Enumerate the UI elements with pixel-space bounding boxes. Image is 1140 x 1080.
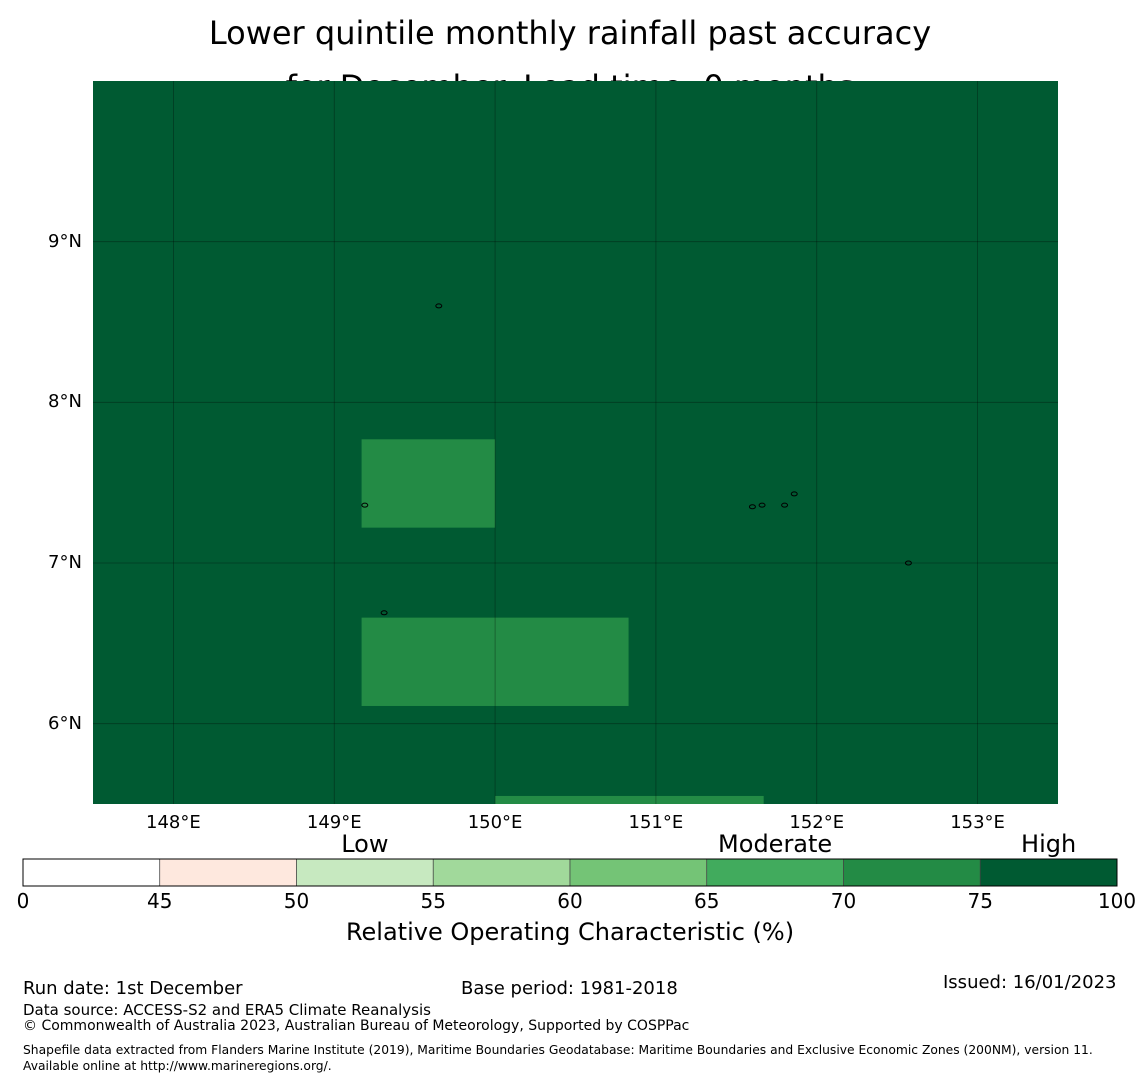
island-outline	[904, 560, 912, 566]
accuracy-cell	[361, 617, 496, 706]
map-plot-area	[93, 81, 1058, 804]
colorbar-tick-label: 65	[694, 889, 720, 913]
island-outline	[781, 502, 789, 508]
lon-tick-label: 148°E	[146, 812, 201, 833]
accuracy-cell	[361, 439, 496, 528]
lon-tick-label: 153°E	[950, 812, 1005, 833]
colorbar-bin	[296, 858, 434, 887]
colorbar-tick-label: 60	[557, 889, 583, 913]
lat-tick-label: 7°N	[48, 552, 82, 573]
colorbar-tick-label: 50	[283, 889, 310, 913]
island-outline	[748, 504, 756, 510]
lon-tick-label: 152°E	[789, 812, 845, 833]
colorbar-bin	[22, 858, 161, 887]
colorbar-tick-label: 55	[420, 889, 446, 913]
colorbar	[22, 858, 1118, 887]
colorbar-tick-label: 75	[967, 889, 993, 913]
colorbar-bin	[979, 858, 1118, 887]
shapefile-credit: Shapefile data extracted from Flanders M…	[23, 1043, 1093, 1073]
lon-tick-label: 151°E	[628, 812, 684, 833]
colorbar-tick-label: 45	[147, 889, 173, 913]
colorbar-category-label: Moderate	[718, 830, 833, 858]
lat-tick-label: 9°N	[48, 230, 82, 252]
island-outline	[361, 502, 369, 508]
colorbar-label: Relative Operating Characteristic (%)	[345, 918, 795, 946]
lon-tick-label: 149°E	[306, 812, 362, 833]
colorbar-category-label: Low	[341, 830, 389, 858]
lat-tick-label: 8°N	[48, 391, 82, 413]
colorbar-bin	[569, 858, 708, 887]
island-outline	[758, 502, 766, 508]
copyright: © Commonwealth of Australia 2023, Austra…	[23, 1018, 690, 1034]
accuracy-cell	[495, 795, 764, 804]
issued-date: Issued: 16/01/2023	[943, 972, 1117, 993]
title-line-1: Lower quintile monthly rainfall past acc…	[208, 14, 932, 52]
lon-tick-label: 150°E	[467, 812, 523, 833]
colorbar-tick-label: 70	[830, 889, 857, 913]
colorbar-tick-label: 100	[1097, 889, 1137, 913]
run-date: Run date: 1st December	[23, 978, 243, 999]
colorbar-bin	[432, 858, 571, 887]
lat-tick-label: 6°N	[48, 712, 82, 734]
colorbar-tick-label: 0	[16, 889, 30, 913]
colorbar-bin	[706, 858, 844, 887]
colorbar-bin	[159, 858, 297, 887]
island-outline	[435, 303, 443, 309]
island-outline	[790, 491, 798, 497]
colorbar-category-label: High	[1021, 830, 1077, 858]
base-period: Base period: 1981-2018	[461, 978, 678, 999]
accuracy-cell	[495, 617, 629, 706]
colorbar-frame	[22, 858, 1118, 887]
island-outline	[380, 610, 388, 616]
colorbar-bin	[843, 858, 981, 887]
data-source: Data source: ACCESS-S2 and ERA5 Climate …	[23, 1001, 431, 1019]
